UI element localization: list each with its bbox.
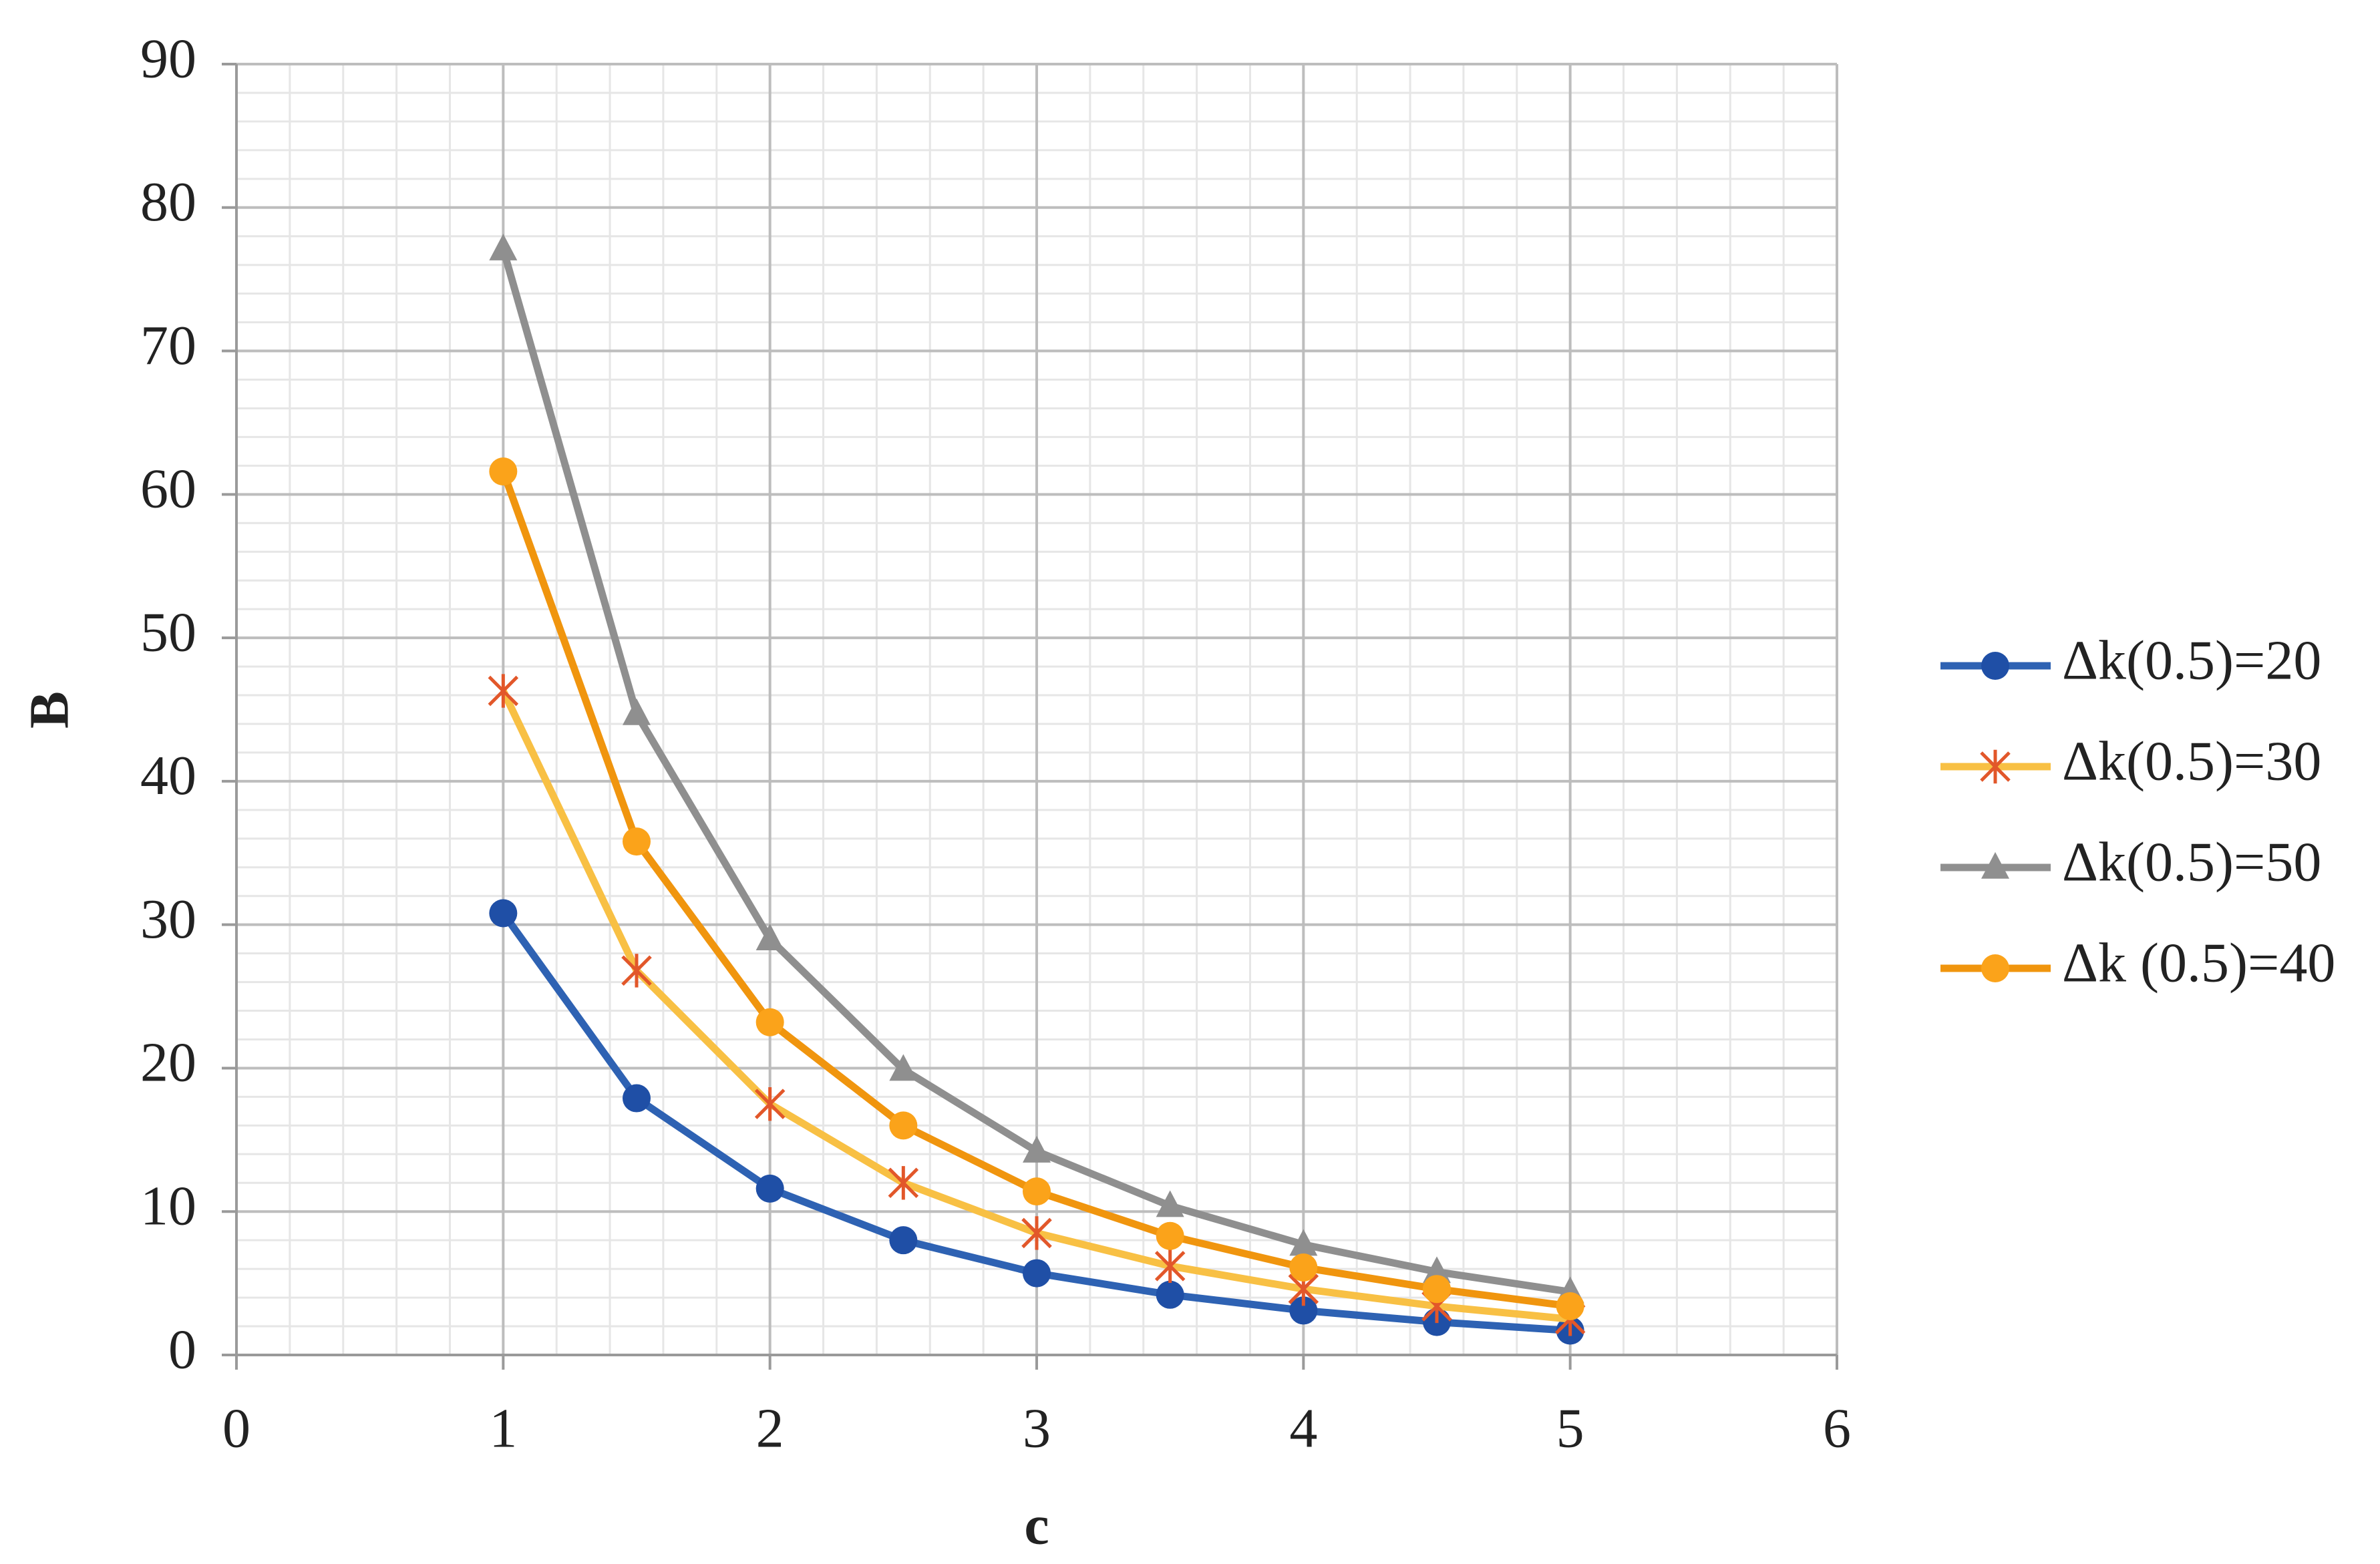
- y-tick-label: 80: [140, 171, 196, 233]
- x-tick-label: 1: [489, 1397, 517, 1459]
- marker: [623, 1084, 651, 1113]
- marker: [1981, 652, 2009, 680]
- marker: [1289, 1253, 1318, 1282]
- marker: [1154, 1249, 1186, 1284]
- marker: [1156, 1280, 1184, 1309]
- marker: [1156, 1221, 1184, 1250]
- marker: [1156, 1190, 1184, 1217]
- marker: [755, 924, 784, 950]
- marker: [623, 827, 651, 856]
- marker: [1981, 954, 2009, 982]
- y-tick-label: 60: [140, 458, 196, 520]
- marker: [489, 457, 518, 485]
- marker: [889, 1111, 918, 1140]
- y-tick-label: 40: [140, 745, 196, 807]
- y-tick-label: 0: [168, 1318, 196, 1380]
- legend-label: Δk (0.5)=40: [2062, 932, 2335, 994]
- marker: [623, 698, 651, 725]
- y-tick-label: 70: [140, 315, 196, 377]
- marker: [889, 1054, 918, 1081]
- y-tick-label: 30: [140, 888, 196, 950]
- legend-label: Δk(0.5)=30: [2062, 730, 2321, 792]
- marker: [889, 1226, 918, 1255]
- x-tick-label: 0: [222, 1397, 250, 1459]
- marker: [1023, 1259, 1051, 1288]
- marker: [1423, 1256, 1451, 1284]
- y-tick-label: 20: [140, 1032, 196, 1094]
- y-tick-label: 50: [140, 601, 196, 663]
- marker: [1023, 1135, 1051, 1163]
- marker: [621, 954, 652, 988]
- x-tick-label: 6: [1823, 1397, 1851, 1459]
- marker: [755, 1174, 784, 1203]
- x-tick-label: 5: [1556, 1397, 1584, 1459]
- x-tick-label: 3: [1023, 1397, 1051, 1459]
- marker: [754, 1087, 786, 1121]
- x-tick-label: 4: [1289, 1397, 1317, 1459]
- marker: [1021, 1216, 1052, 1250]
- marker: [488, 674, 519, 708]
- marker: [1423, 1275, 1451, 1304]
- marker: [755, 1008, 784, 1036]
- marker: [1980, 749, 2011, 784]
- marker: [1556, 1292, 1584, 1320]
- y-tick-label: 90: [140, 27, 196, 89]
- y-axis-title: B: [18, 691, 80, 729]
- legend-label: Δk(0.5)=20: [2062, 629, 2321, 691]
- x-axis-title: c: [1024, 1494, 1049, 1556]
- marker: [1981, 851, 2009, 879]
- marker: [1289, 1229, 1318, 1256]
- legend-label: Δk(0.5)=50: [2062, 831, 2321, 893]
- marker: [489, 233, 518, 260]
- y-tick-label: 10: [140, 1175, 196, 1237]
- marker: [1289, 1296, 1318, 1325]
- marker: [888, 1166, 919, 1200]
- x-tick-label: 2: [756, 1397, 784, 1459]
- marker: [1023, 1177, 1051, 1206]
- marker: [489, 899, 518, 928]
